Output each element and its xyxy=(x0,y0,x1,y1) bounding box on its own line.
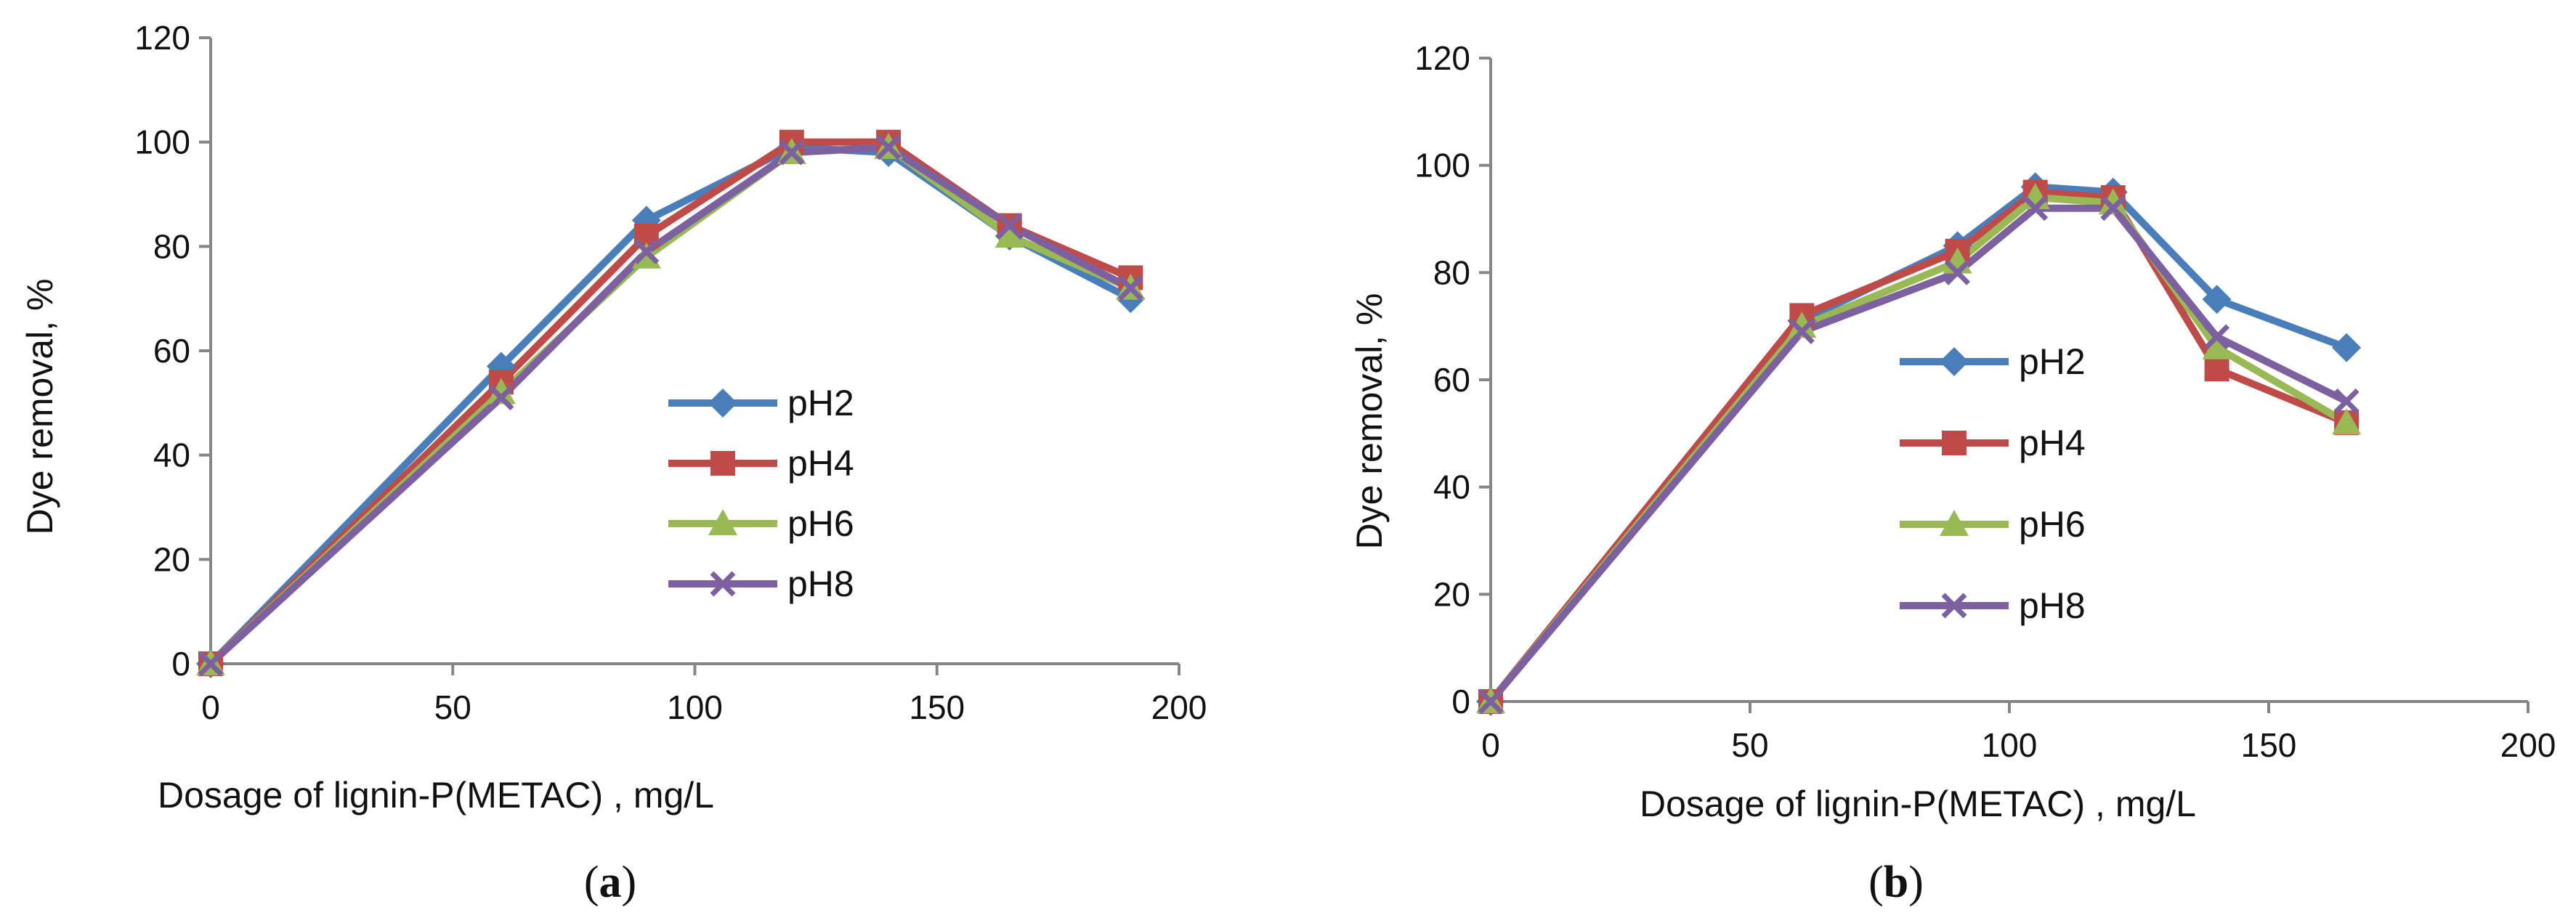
chart-a-legend-label-ph2: pH2 xyxy=(787,383,854,423)
chart-a-x-tick-label: 100 xyxy=(667,688,723,726)
chart-a-legend-label-ph4: pH4 xyxy=(787,443,854,484)
chart-a-legend-marker-ph4 xyxy=(710,451,735,476)
chart-b-legend-label-ph2: pH2 xyxy=(2019,341,2086,382)
chart-b: Dosage of lignin-P(METAC) , mg/L Dye rem… xyxy=(1349,39,2556,907)
chart-b-point-ph4 xyxy=(2204,357,2229,382)
chart-b-legend-marker-ph2 xyxy=(1940,347,1969,376)
chart-b-x-tick-label: 150 xyxy=(2241,726,2297,764)
chart-a-x-tick-label: 150 xyxy=(909,688,965,726)
chart-b-y-tick-label: 40 xyxy=(1433,468,1470,506)
chart-b-y-tick-label: 100 xyxy=(1414,147,1470,184)
chart-b-legend-marker-ph6 xyxy=(1940,510,1969,536)
chart-b-y-tick-label: 20 xyxy=(1433,575,1470,613)
chart-b-point-ph6 xyxy=(2202,333,2232,359)
chart-a-caption: (a) xyxy=(584,858,636,907)
chart-b-legend-marker-ph8 xyxy=(1941,593,1967,619)
chart-b-legend-label-ph6: pH6 xyxy=(2019,504,2086,545)
chart-b-caption: (b) xyxy=(1868,858,1924,907)
chart-b-point-ph2 xyxy=(2332,333,2362,362)
chart-a-point-ph6 xyxy=(486,378,516,404)
chart-b-caption-letter: b xyxy=(1884,858,1908,907)
chart-b-legend-marker-ph4 xyxy=(1942,431,1967,455)
chart-b-x-tick-label: 0 xyxy=(1481,726,1500,764)
chart-a-point-ph8 xyxy=(198,651,224,677)
chart-b-point-ph8 xyxy=(1945,259,1971,285)
chart-b-series-line-ph4 xyxy=(1488,188,2349,704)
chart-b-point-ph8 xyxy=(2333,389,2360,415)
chart-a-ylabel: Dye removal, % xyxy=(20,279,60,535)
chart-b-point-ph8 xyxy=(2204,324,2230,350)
chart-b-x-tick-label: 100 xyxy=(1982,726,2038,764)
chart-b-point-ph6 xyxy=(2332,408,2362,435)
chart-a-y-tick-label: 40 xyxy=(153,436,190,474)
chart-a-legend-label-ph8: pH8 xyxy=(787,564,854,604)
chart-a-y-tick-label: 80 xyxy=(153,227,190,265)
chart-a-x-tick-label: 200 xyxy=(1151,688,1207,726)
chart-b-point-ph8 xyxy=(1789,319,1815,345)
chart-a-legend-marker-ph8 xyxy=(710,571,736,597)
chart-a-y-tick-label: 100 xyxy=(134,123,190,161)
chart-a-xlabel: Dosage of lignin-P(METAC) , mg/L xyxy=(158,775,714,816)
chart-a-point-ph8 xyxy=(779,139,805,166)
chart-a-y-tick-label: 0 xyxy=(171,645,190,683)
chart-b-xlabel: Dosage of lignin-P(METAC) , mg/L xyxy=(1640,784,2196,824)
chart-a-y-tick-label: 20 xyxy=(153,540,190,578)
chart-a-legend-marker-ph2 xyxy=(708,389,737,418)
chart-a-point-ph8 xyxy=(488,385,514,411)
chart-a-point-ph8 xyxy=(997,213,1023,239)
chart-b-point-ph2 xyxy=(2202,285,2232,314)
chart-b-x-tick-label: 200 xyxy=(2500,726,2556,764)
chart-a-point-ph8 xyxy=(1117,275,1143,301)
chart-b-point-ph6 xyxy=(2098,188,2128,215)
chart-a-x-tick-label: 0 xyxy=(201,688,220,726)
chart-a-point-ph8 xyxy=(875,134,902,160)
chart-b-x-tick-label: 50 xyxy=(1731,726,1768,764)
chart-b-series-line-ph8 xyxy=(1488,204,2349,704)
chart-a: Dosage of lignin-P(METAC) , mg/L Dye rem… xyxy=(20,19,1207,907)
chart-b-point-ph8 xyxy=(2022,195,2049,221)
chart-b-legend-label-ph4: pH4 xyxy=(2019,423,2086,463)
chart-b-point-ph8 xyxy=(2100,195,2126,221)
chart-b-point-ph8 xyxy=(1478,688,1504,715)
chart-a-x-tick-label: 50 xyxy=(434,688,471,726)
chart-a-point-ph6 xyxy=(995,221,1024,248)
chart-a-point-ph8 xyxy=(633,239,660,264)
chart-b-legend-label-ph8: pH8 xyxy=(2019,585,2086,626)
chart-b-y-tick-label: 120 xyxy=(1414,39,1470,77)
chart-a-caption-letter: a xyxy=(599,858,622,907)
chart-b-point-ph6 xyxy=(1787,312,1817,338)
chart-b-ylabel: Dye removal, % xyxy=(1349,293,1390,550)
chart-b-y-tick-label: 60 xyxy=(1433,361,1470,399)
chart-a-legend-label-ph6: pH6 xyxy=(787,503,854,544)
chart-b-series-line-ph6 xyxy=(1488,193,2349,704)
chart-b-y-tick-label: 0 xyxy=(1451,683,1470,720)
chart-a-y-tick-label: 60 xyxy=(153,332,190,370)
chart-a-y-tick-label: 120 xyxy=(134,19,190,57)
chart-a-legend-marker-ph6 xyxy=(708,509,737,535)
chart-b-y-tick-label: 80 xyxy=(1433,253,1470,291)
